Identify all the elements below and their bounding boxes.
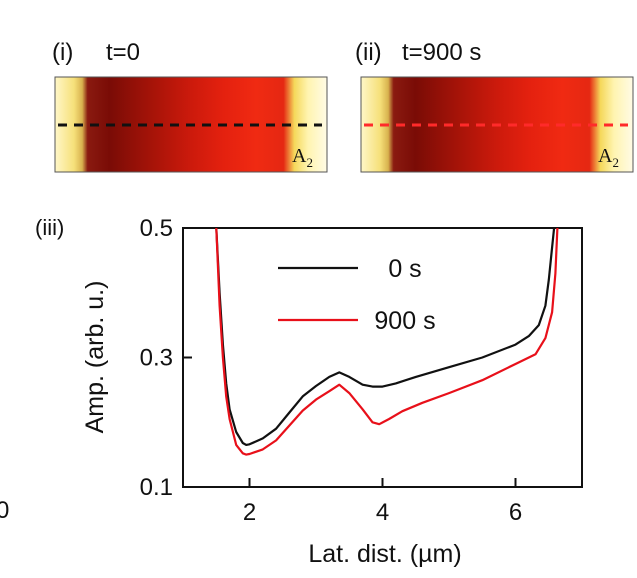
panel-iii-label: (iii) <box>35 215 64 240</box>
legend: 0 s 900 s <box>278 255 436 335</box>
panel-ii-marker: A2 <box>598 145 619 170</box>
legend-label: 0 s <box>388 255 421 283</box>
legend-label: 900 s <box>374 307 435 335</box>
x-tick-label: 6 <box>509 499 522 526</box>
series-line-zero-s <box>215 227 556 446</box>
panel-i-marker: A2 <box>292 145 313 170</box>
y-axis: 0.1 0.3 0.5 <box>140 215 192 501</box>
x-axis: 2 4 6 <box>243 478 522 526</box>
x-tick-label: 2 <box>243 499 256 526</box>
panel-ii-label: (ii) <box>355 39 382 66</box>
x-tick-label: 4 <box>376 499 389 526</box>
plot-frame <box>182 227 583 488</box>
panel-i-time: t=0 <box>106 39 140 66</box>
edge-mark: 0 <box>0 497 9 524</box>
line-chart: 0.1 0.3 0.5 2 4 6 0 s 900 s Amp. (arb. u.) La… <box>81 215 583 568</box>
series-group <box>215 227 559 456</box>
y-axis-label: Amp. (arb. u.) <box>81 281 109 434</box>
series-line-nine-hundred-s <box>215 227 559 456</box>
y-tick-label: 0.5 <box>140 215 173 242</box>
x-axis-label: Lat. dist. (µm) <box>308 540 461 568</box>
y-tick-label: 0.1 <box>140 474 173 501</box>
y-tick-label: 0.3 <box>140 345 173 372</box>
panel-i-label: (i) <box>52 39 73 66</box>
panel-ii-time: t=900 s <box>402 39 481 66</box>
panel-i: (i) t=0 A2 <box>52 39 328 173</box>
panel-ii: (ii) t=900 s A2 <box>355 39 634 173</box>
